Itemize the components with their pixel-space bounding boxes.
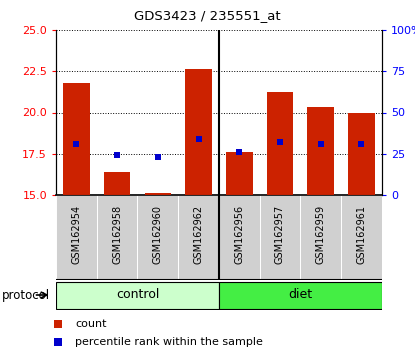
Bar (137, 195, 178, 280)
Bar (300, 195, 341, 280)
Bar (267, 92, 293, 195)
Bar (63, 83, 90, 195)
Bar (341, 195, 382, 280)
Text: GSM162959: GSM162959 (316, 205, 326, 264)
Bar (178, 195, 219, 280)
Text: GSM162961: GSM162961 (356, 205, 366, 264)
Text: GSM162958: GSM162958 (112, 205, 122, 264)
Text: GDS3423 / 235551_at: GDS3423 / 235551_at (134, 9, 281, 22)
Text: GSM162954: GSM162954 (71, 205, 81, 264)
Bar (219, 281, 382, 308)
Text: control: control (116, 289, 159, 302)
Bar (226, 152, 252, 195)
Text: count: count (75, 319, 107, 329)
Bar (144, 193, 171, 195)
Text: GSM162957: GSM162957 (275, 205, 285, 264)
Text: GSM162956: GSM162956 (234, 205, 244, 264)
Bar (56, 281, 219, 308)
Text: GSM162960: GSM162960 (153, 205, 163, 264)
Text: diet: diet (288, 289, 312, 302)
Bar (308, 107, 334, 195)
Text: protocol: protocol (2, 289, 50, 302)
Bar (104, 172, 130, 195)
Bar (219, 195, 260, 280)
Text: GSM162962: GSM162962 (193, 205, 203, 264)
Text: percentile rank within the sample: percentile rank within the sample (75, 337, 263, 347)
Bar (348, 113, 375, 195)
Bar (56, 195, 97, 280)
Bar (260, 195, 300, 280)
Bar (186, 69, 212, 195)
Bar (97, 195, 137, 280)
